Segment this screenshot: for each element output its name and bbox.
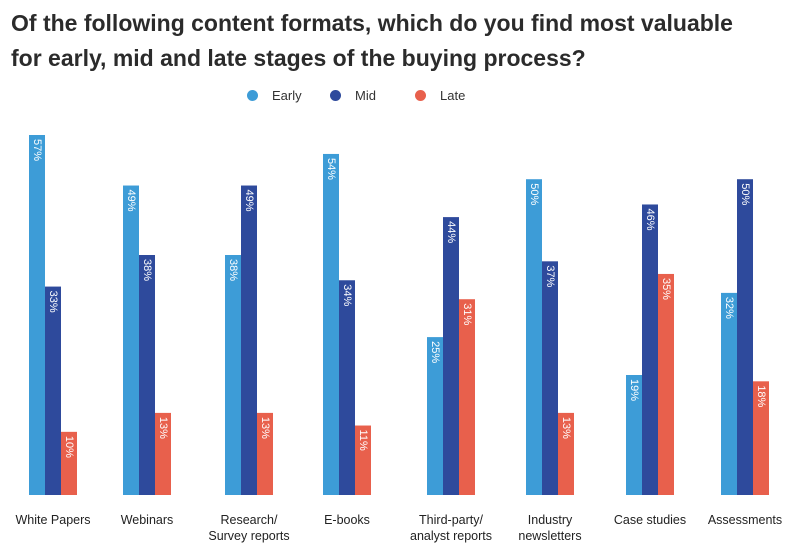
- category-label-2-line-1: Survey reports: [208, 529, 289, 543]
- bar-value-label-early-4: 25%: [429, 341, 441, 363]
- chart-title-line-1: Of the following content formats, which …: [11, 10, 733, 36]
- bar-value-label-late-7: 18%: [755, 385, 767, 407]
- chart-legend: Early Mid Late: [0, 88, 800, 108]
- bar-value-label-early-3: 54%: [325, 158, 337, 180]
- bar-early-7: [721, 292, 737, 495]
- bar-value-label-late-1: 13%: [157, 417, 169, 439]
- bar-early-1: [123, 185, 139, 496]
- bar-value-label-mid-3: 34%: [341, 284, 353, 306]
- category-label-6-line-0: Case studies: [614, 513, 686, 527]
- category-label-3-line-0: E-books: [324, 513, 370, 527]
- bar-mid-6: [642, 204, 658, 495]
- bar-early-5: [526, 179, 542, 496]
- category-label-0-line-0: White Papers: [15, 513, 90, 527]
- bar-value-label-late-4: 31%: [461, 303, 473, 325]
- bar-value-label-mid-2: 49%: [243, 190, 255, 212]
- legend-label-mid: Mid: [355, 88, 376, 103]
- bar-mid-3: [339, 280, 355, 495]
- bar-value-label-mid-7: 50%: [739, 183, 751, 205]
- bar-early-2: [225, 255, 241, 495]
- legend-item-late: Late: [415, 88, 465, 103]
- bar-late-7: [753, 381, 769, 495]
- category-label-2-line-0: Research/: [221, 513, 278, 527]
- bar-value-label-early-7: 32%: [723, 297, 735, 319]
- chart-title-line-2: for early, mid and late stages of the bu…: [11, 45, 586, 71]
- bar-early-3: [323, 153, 339, 495]
- legend-item-early: Early: [247, 88, 302, 103]
- legend-label-early: Early: [272, 88, 302, 103]
- bar-late-0: [61, 431, 77, 495]
- category-label-1-line-0: Webinars: [121, 513, 174, 527]
- bar-late-6: [658, 273, 674, 495]
- bar-value-label-early-6: 19%: [628, 379, 640, 401]
- bar-early-0: [29, 135, 45, 495]
- bar-value-label-late-0: 10%: [63, 436, 75, 458]
- bar-late-3: [355, 425, 371, 495]
- bar-mid-4: [443, 217, 459, 495]
- bar-mid-0: [45, 286, 61, 495]
- category-label-4-line-1: analyst reports: [410, 529, 492, 543]
- category-label-5-line-0: Industry: [528, 513, 573, 527]
- bar-value-label-late-5: 13%: [560, 417, 572, 439]
- bar-mid-1: [139, 255, 155, 495]
- bar-mid-5: [542, 261, 558, 495]
- category-label-4-line-0: Third-party/: [419, 513, 483, 527]
- bar-value-label-mid-6: 46%: [644, 208, 656, 230]
- category-label-5-line-1: newsletters: [518, 529, 581, 543]
- bar-value-label-mid-5: 37%: [544, 265, 556, 287]
- bar-late-1: [155, 412, 171, 495]
- bar-value-label-mid-1: 38%: [141, 259, 153, 281]
- bar-mid-2: [241, 185, 257, 496]
- bar-value-label-mid-0: 33%: [47, 291, 59, 313]
- bar-value-label-early-0: 57%: [31, 139, 43, 161]
- category-label-7-line-0: Assessments: [708, 513, 782, 527]
- legend-label-late: Late: [440, 88, 466, 103]
- bar-value-label-mid-4: 44%: [445, 221, 457, 243]
- legend-swatch-early: [247, 90, 258, 101]
- bar-late-5: [558, 412, 574, 495]
- bar-value-label-late-2: 13%: [259, 417, 271, 439]
- bar-early-6: [626, 375, 642, 495]
- bar-value-label-early-2: 38%: [227, 259, 239, 281]
- legend-swatch-late: [415, 90, 426, 101]
- legend-item-mid: Mid: [330, 88, 376, 103]
- bar-late-4: [459, 299, 475, 495]
- bar-value-label-late-3: 11%: [357, 430, 369, 451]
- bar-value-label-early-1: 49%: [125, 190, 137, 212]
- bar-value-label-early-5: 50%: [528, 183, 540, 205]
- bar-mid-7: [737, 179, 753, 496]
- bar-early-4: [427, 337, 443, 495]
- legend-swatch-mid: [330, 90, 341, 101]
- bar-value-label-late-6: 35%: [660, 278, 672, 300]
- chart-title: Of the following content formats, which …: [11, 6, 791, 76]
- bar-late-2: [257, 412, 273, 495]
